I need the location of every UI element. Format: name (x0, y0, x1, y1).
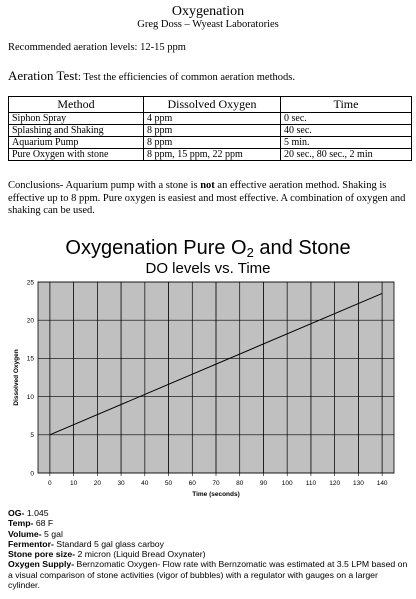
chart-title-end: and Stone (253, 237, 351, 259)
header-time: Time (280, 96, 412, 113)
x-axis-label: Time (seconds) (192, 491, 240, 498)
x-tick-label: 40 (141, 480, 149, 487)
spec-og: OG- 1.045 (8, 508, 412, 518)
table-header-row: Method Dissolved Oxygen Time (8, 96, 412, 113)
x-tick-label: 100 (282, 480, 293, 487)
spec-value: 5 gal (41, 528, 63, 539)
x-tick-label: 30 (117, 480, 125, 487)
author-line: Greg Doss – Wyeast Laboratories (137, 19, 279, 30)
x-tick-label: 110 (306, 480, 317, 487)
conclusions-text-end: an effective aeration method. Shaking is… (8, 180, 406, 216)
spec-volume: Volume- 5 gal (8, 529, 412, 539)
cell-time: 5 min. (280, 136, 412, 149)
y-tick-label: 0 (30, 470, 34, 477)
cell-oxygen: 4 ppm (143, 112, 281, 125)
x-axis-ticks: 0 10 20 30 40 50 60 70 80 90 100 110 120 130 140 (48, 473, 388, 487)
aeration-test-heading: Aeration Test: Test the efficiencies of … (8, 68, 295, 84)
spec-fermentor: Fermentor- Standard 5 gal glass carboy (8, 539, 412, 549)
cell-method: Splashing and Shaking (8, 124, 144, 137)
x-tick-label: 140 (377, 480, 388, 487)
x-tick-label: 50 (165, 480, 173, 487)
x-tick-label: 20 (94, 480, 102, 487)
aeration-test-label: Aeration Test (8, 68, 78, 83)
table-row: Splashing and Shaking 8 ppm 40 sec. (8, 124, 412, 137)
cell-oxygen: 8 ppm (143, 124, 281, 137)
x-tick-label: 10 (70, 480, 78, 487)
spec-label: Volume- (8, 528, 42, 539)
y-tick-label: 10 (27, 394, 35, 401)
cell-method: Siphon Spray (8, 112, 144, 125)
aeration-methods-table: Method Dissolved Oxygen Time Siphon Spra… (8, 96, 412, 161)
y-tick-label: 15 (27, 356, 35, 363)
spec-temp: Temp- 68 F (8, 518, 412, 528)
chart-subtitle: DO levels vs. Time (145, 260, 271, 277)
cell-oxygen: 8 ppm, 15 ppm, 22 ppm (143, 148, 281, 161)
cell-oxygen: 8 ppm (143, 136, 281, 149)
cell-time: 0 sec. (280, 112, 412, 125)
x-tick-label: 0 (48, 480, 52, 487)
spec-value: 1.045 (24, 508, 49, 518)
cell-time: 20 sec., 80 sec., 2 min (280, 148, 412, 161)
spec-label: Temp- (8, 518, 34, 529)
y-axis-label: Dissolved Oxygen (13, 349, 20, 405)
x-tick-label: 60 (189, 480, 197, 487)
spec-oxygen-supply: Oxygen Supply- Bernzomatic Oxygen- Flow … (8, 559, 412, 590)
recommended-levels: Recommended aeration levels: 12-15 ppm (8, 42, 186, 53)
x-tick-label: 90 (260, 480, 268, 487)
table-row: Siphon Spray 4 ppm 0 sec. (8, 112, 412, 125)
specs-block: OG- 1.045 Temp- 68 F Volume- 5 gal Ferme… (8, 508, 412, 590)
header-dissolved-oxygen: Dissolved Oxygen (143, 96, 281, 113)
spec-label: Fermentor- (8, 538, 54, 549)
cell-method: Aquarium Pump (8, 136, 144, 149)
spec-value: Bernzomatic Oxygen- Flow rate with Bernz… (8, 559, 408, 591)
header-method: Method (8, 96, 144, 113)
x-tick-label: 80 (236, 480, 244, 487)
do-levels-chart: 0 10 20 30 40 50 60 70 80 90 100 110 120 130 140 0 5 10 1… (13, 279, 395, 498)
cell-method: Pure Oxygen with stone (8, 148, 144, 161)
spec-value: Standard 5 gal glass carboy (53, 538, 164, 549)
spec-label: Oxygen Supply- (8, 559, 75, 570)
x-tick-label: 70 (212, 480, 220, 487)
table-row: Pure Oxygen with stone 8 ppm, 15 ppm, 22… (8, 148, 412, 161)
y-tick-label: 25 (27, 279, 35, 286)
y-tick-label: 20 (27, 318, 35, 325)
aeration-test-text: : Test the efficiencies of common aerati… (77, 72, 295, 83)
cell-time: 40 sec. (280, 124, 412, 137)
series-line (49, 292, 383, 436)
x-tick-label: 130 (353, 480, 364, 487)
conclusions-emphasis: not (200, 180, 215, 191)
spec-value: 2 micron (Liquid Bread Oxynater) (75, 549, 206, 560)
spec-value: 68 F (33, 518, 54, 529)
conclusions-text-start: Conclusions- Aquarium pump with a stone … (8, 180, 201, 191)
chart-title: Oxygenation Pure O2 and Stone (0, 236, 416, 265)
x-tick-label: 120 (329, 480, 340, 487)
series-layer (49, 292, 383, 436)
y-axis-ticks: 0 5 10 15 20 25 (27, 279, 35, 477)
spec-label: OG- (8, 508, 25, 518)
chart-title-main: Oxygenation Pure O (65, 237, 247, 259)
table-row: Aquarium Pump 8 ppm 5 min. (8, 136, 412, 149)
y-tick-label: 5 (30, 432, 34, 439)
conclusions-paragraph: Conclusions- Aquarium pump with a stone … (8, 180, 412, 218)
spec-stone-pore-size: Stone pore size- 2 micron (Liquid Bread … (8, 549, 412, 559)
spec-label: Stone pore size- (8, 549, 76, 560)
page-title: Oxygenation (171, 4, 245, 19)
chart-title-subscript: 2 (246, 245, 254, 260)
